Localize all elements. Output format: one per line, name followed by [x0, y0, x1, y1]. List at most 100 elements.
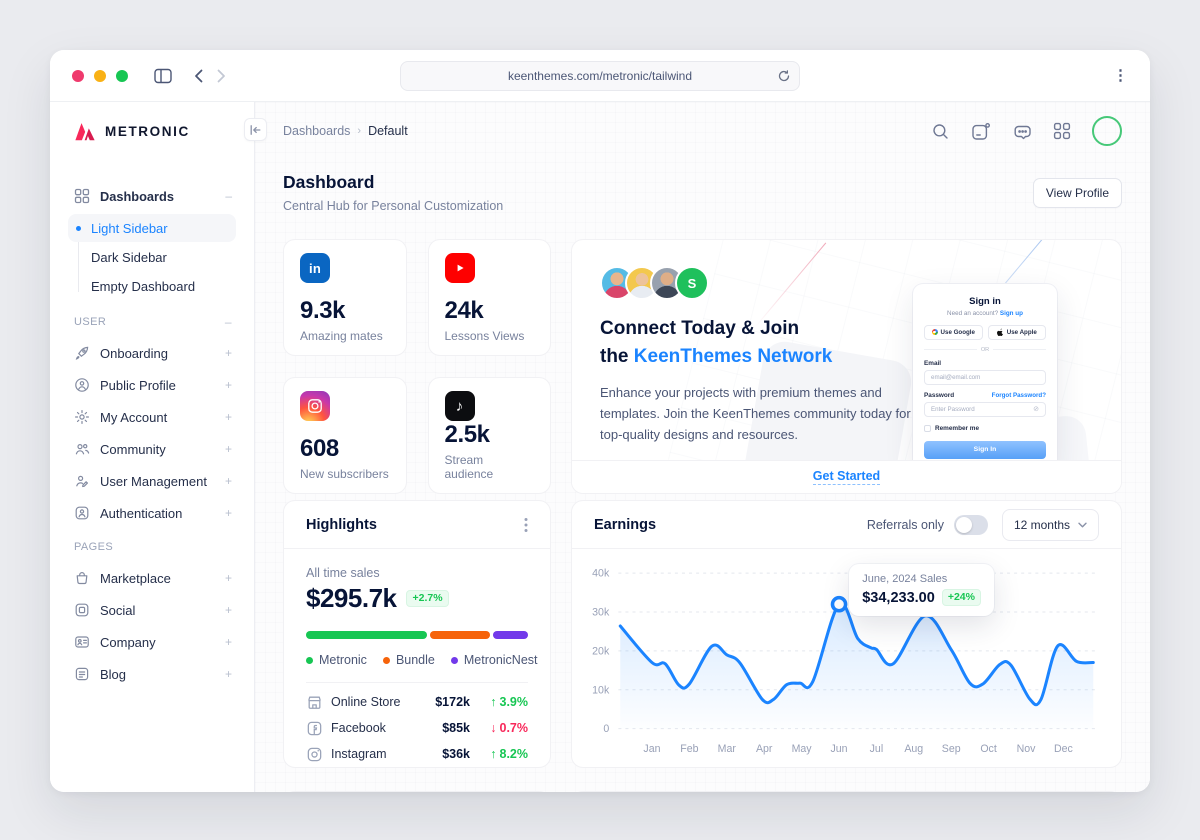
expand-plus-icon[interactable]: +: [224, 571, 232, 585]
range-select[interactable]: 12 months: [1001, 508, 1099, 541]
browser-sidebar-icon[interactable]: [154, 68, 172, 84]
sidebar-item-public-profile[interactable]: Public Profile +: [50, 369, 254, 401]
expand-plus-icon[interactable]: +: [224, 346, 232, 360]
eye-icon[interactable]: ⊘: [1033, 406, 1039, 413]
collapse-minus-icon[interactable]: –: [225, 189, 232, 203]
card-title: Highlights: [306, 516, 377, 533]
topbar-actions: [931, 116, 1122, 146]
channel-row-online-store: Online Store $172k ↑ 3.9%: [306, 689, 528, 715]
sidebar-item-light-sidebar[interactable]: Light Sidebar: [68, 214, 236, 242]
sidebar-item-label: Social: [100, 602, 136, 618]
back-icon[interactable]: [194, 69, 203, 83]
legend-item: Metronic: [306, 653, 367, 667]
svg-text:Nov: Nov: [1017, 743, 1037, 755]
view-profile-button[interactable]: View Profile: [1032, 177, 1122, 208]
connect-body: S Connect Today & Join the KeenThemes Ne…: [572, 240, 1121, 493]
browser-chrome: keenthemes.com/metronic/tailwind ⋮: [50, 50, 1150, 102]
expand-plus-icon[interactable]: +: [224, 667, 232, 681]
sidebar-item-authentication[interactable]: Authentication +: [50, 497, 254, 529]
stat-card-tiktok[interactable]: ♪ 2.5k Stream audience: [427, 377, 551, 494]
chat-icon[interactable]: [1012, 122, 1032, 141]
id-card-icon: [74, 634, 90, 650]
expand-plus-icon[interactable]: +: [224, 442, 232, 456]
email-field[interactable]: email@email.com: [924, 369, 1046, 385]
close-window-button[interactable]: [72, 69, 84, 82]
sidebar-item-dark-sidebar[interactable]: Dark Sidebar: [68, 243, 236, 271]
earnings-header: Earnings Referrals only 12 months: [572, 501, 1121, 549]
referrals-toggle[interactable]: [953, 514, 988, 535]
svg-text:Apr: Apr: [756, 743, 773, 755]
password-placeholder: Enter Password: [931, 405, 975, 413]
signup-link[interactable]: Sign up: [999, 309, 1023, 317]
signin-submit-button[interactable]: Sign In: [924, 440, 1046, 459]
expand-plus-icon[interactable]: +: [224, 378, 232, 392]
forward-icon[interactable]: [217, 69, 226, 83]
more-options-icon[interactable]: [524, 517, 528, 533]
section-label: USER: [74, 316, 107, 328]
sidebar-item-empty-dashboard[interactable]: Empty Dashboard: [68, 272, 236, 300]
address-bar[interactable]: keenthemes.com/metronic/tailwind: [400, 60, 800, 91]
sidebar-item-marketplace[interactable]: Marketplace +: [50, 562, 254, 594]
sidebar-collapse-button[interactable]: [244, 118, 267, 141]
password-field[interactable]: Enter Password ⊘: [924, 401, 1046, 417]
minimize-window-button[interactable]: [94, 69, 106, 82]
sidebar-item-company[interactable]: Company +: [50, 626, 254, 658]
brand[interactable]: METRONIC: [50, 118, 254, 144]
brand-name: METRONIC: [105, 123, 190, 139]
legend-item: Bundle: [382, 653, 435, 667]
expand-plus-icon[interactable]: +: [224, 474, 232, 488]
user-avatar[interactable]: [1092, 116, 1122, 146]
stats-grid: in 9.3k Amazing mates 24k Lessons Views: [283, 239, 551, 494]
sidebar-item-my-account[interactable]: My Account +: [50, 401, 254, 433]
sidebar-section-pages: PAGES: [50, 532, 254, 562]
stat-value: 2.5k: [444, 421, 491, 448]
heading-highlight: KeenThemes Network: [633, 345, 833, 367]
forgot-password-link[interactable]: Forgot Password?: [991, 391, 1046, 399]
notifications-icon[interactable]: [971, 122, 991, 141]
google-label: Use Google: [940, 328, 975, 336]
or-text: OR: [980, 346, 990, 353]
stat-card-youtube[interactable]: 24k Lessons Views: [427, 239, 551, 356]
apps-grid-icon[interactable]: [1053, 122, 1071, 140]
svg-text:0: 0: [603, 723, 609, 735]
sidebar-item-user-management[interactable]: User Management +: [50, 465, 254, 497]
apple-label: Use Apple: [1006, 328, 1037, 336]
expand-plus-icon[interactable]: +: [224, 506, 232, 520]
expand-plus-icon[interactable]: +: [224, 603, 232, 617]
expand-plus-icon[interactable]: +: [224, 635, 232, 649]
legend-label: Metronic: [319, 653, 367, 667]
refresh-icon[interactable]: [778, 69, 790, 82]
remember-me-checkbox[interactable]: [924, 424, 931, 432]
sidebar-item-blog[interactable]: Blog +: [50, 658, 254, 690]
expand-plus-icon[interactable]: +: [224, 410, 232, 424]
get-started-link[interactable]: Get Started: [812, 469, 881, 485]
stat-card-linkedin[interactable]: in 9.3k Amazing mates: [283, 239, 407, 356]
apple-login-button[interactable]: Use Apple: [987, 324, 1046, 340]
trend-arrow-icon: ↑: [490, 747, 497, 761]
stat-label: New subscribers: [300, 467, 389, 481]
sidebar-item-dashboards[interactable]: Dashboards –: [50, 180, 254, 212]
sidebar-item-social[interactable]: Social +: [50, 594, 254, 626]
zoom-window-button[interactable]: [116, 69, 128, 82]
stat-card-instagram[interactable]: 608 New subscribers: [283, 377, 407, 494]
metronic-logo-icon: [74, 122, 96, 141]
highlights-header: Highlights: [284, 501, 550, 549]
legend-label: MetronicNest: [463, 653, 538, 667]
highlights-body: All time sales $295.7k +2.7% Metronic: [284, 549, 550, 767]
sidebar-item-label: Empty Dashboard: [91, 278, 196, 294]
google-login-button[interactable]: Use Google: [924, 324, 983, 340]
section-label: PAGES: [74, 541, 114, 553]
stat-value: 9.3k: [300, 297, 346, 324]
collapse-minus-icon[interactable]: –: [224, 315, 232, 329]
svg-text:Feb: Feb: [680, 743, 698, 755]
browser-menu-icon[interactable]: ⋮: [1113, 67, 1128, 84]
search-icon[interactable]: [931, 122, 950, 141]
signin-title: Sign in: [969, 296, 1001, 307]
breadcrumb-parent[interactable]: Dashboards: [283, 124, 351, 138]
sidebar-item-community[interactable]: Community +: [50, 433, 254, 465]
page-titles: Dashboard Central Hub for Personal Custo…: [283, 172, 503, 213]
sidebar-item-onboarding[interactable]: Onboarding +: [50, 337, 254, 369]
earnings-controls: Referrals only 12 months: [867, 508, 1099, 541]
or-divider: OR: [924, 346, 1047, 353]
delta-value: 3.9%: [499, 695, 529, 709]
